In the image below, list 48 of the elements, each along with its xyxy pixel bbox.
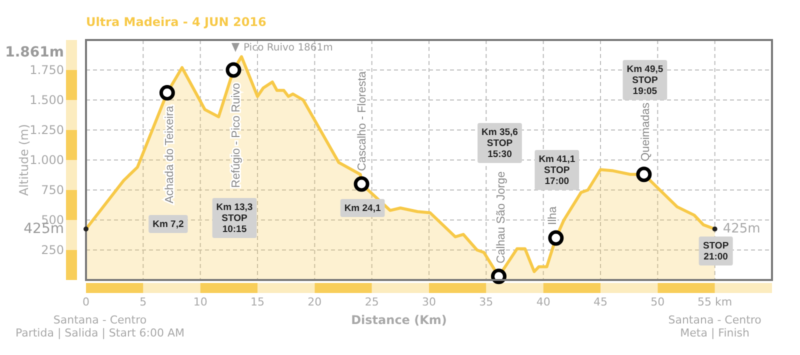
x-tick-label: 10 (193, 296, 208, 308)
text: Santana - Centro (53, 314, 147, 326)
y-tick-label: 1.000 (30, 153, 64, 167)
annotation: Queimadas (640, 102, 652, 162)
annotation: Km 49,5 STOP 19:05 (626, 64, 664, 96)
annotation: Pico Ruivo 1861m (243, 42, 333, 54)
y-tick-label: 750 (41, 183, 64, 197)
text: 425m (24, 221, 64, 237)
x-tick-label: 15 (250, 296, 264, 308)
x-tick-label: 40 (536, 296, 550, 308)
y-tick-label: 1.250 (30, 123, 64, 137)
annotation: STOP 21:00 (702, 240, 730, 262)
point (226, 62, 242, 78)
point (490, 268, 506, 284)
x-tick-label: 25 (364, 296, 379, 308)
annotation: 425m (722, 222, 760, 236)
text: Santana - Centro (668, 314, 762, 326)
x-tick-label: 55 km (698, 296, 732, 308)
point (636, 166, 652, 182)
annotation: Refúgio - Pico Ruivo (230, 83, 242, 188)
annotation: Achada do Teixeira (164, 105, 176, 204)
x-tick-label: 30 (422, 296, 436, 308)
annotation: Km 7,2 (152, 218, 184, 230)
annotation: Km 41,1 STOP 17:00 (538, 154, 576, 186)
chart-title: Ultra Madeira - 4 JUN 2016 (86, 15, 266, 29)
x-tick-label: 45 (594, 296, 608, 308)
annotation: Cascalho - Floresta (356, 70, 369, 171)
annotation: Ilha (546, 206, 559, 225)
text: Meta | Finish (680, 326, 750, 340)
x-tick-label: 0 (82, 296, 90, 308)
annotation: Km 13,3 STOP 10:15 (216, 202, 253, 234)
x-axis-title: Distance (Km) (351, 313, 447, 327)
text: Partida | Salida | Start 6:00 AM (15, 326, 185, 340)
x-tick-label: 50 (650, 296, 665, 308)
y-axis-title: Altitude (m) (17, 124, 31, 196)
point (354, 176, 370, 192)
point (548, 230, 564, 246)
text: 1.861m (5, 44, 64, 61)
x-tick-label: 35 (479, 296, 494, 308)
x-tick-label: 20 (308, 296, 322, 308)
y-tick-label: 250 (41, 243, 64, 257)
annotation: Km 35,6 STOP 15:30 (482, 126, 518, 160)
y-tick-label: 1.750 (30, 63, 64, 77)
x-tick-label: 5 (140, 296, 147, 308)
annotation: Km 24,1 (344, 202, 382, 214)
point (159, 85, 175, 101)
annotation: Calhau São Jorge (496, 171, 508, 264)
y-tick-label: 1.500 (30, 93, 64, 107)
